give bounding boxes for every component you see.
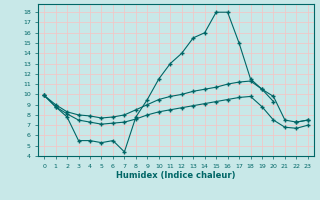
X-axis label: Humidex (Indice chaleur): Humidex (Indice chaleur) — [116, 171, 236, 180]
